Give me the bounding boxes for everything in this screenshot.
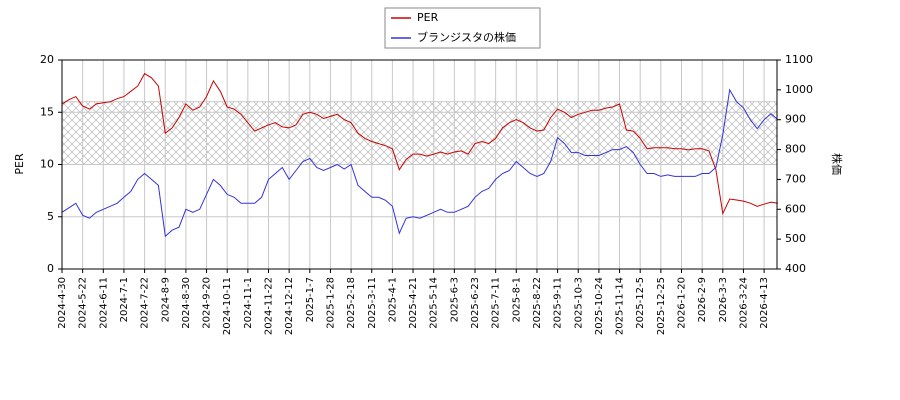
- y2-tick-label: 1000: [785, 83, 813, 96]
- x-tick-label: 2025-6-23: [470, 277, 481, 329]
- x-tick-label: 2025-3-11: [367, 277, 378, 329]
- x-tick-label: 2025-12-5: [635, 277, 646, 329]
- y2-tick-label: 500: [785, 232, 806, 245]
- x-tick-label: 2025-4-21: [408, 277, 419, 329]
- x-tick-label: 2024-6-11: [98, 277, 109, 329]
- legend-box: [384, 7, 541, 49]
- y2-tick-label: 700: [785, 172, 806, 185]
- y-tick-label: 15: [40, 105, 54, 118]
- y2-axis-label: 株価: [830, 153, 844, 175]
- x-tick-label: 2025-11-14: [615, 277, 626, 335]
- x-tick-label: 2025-1-7: [305, 277, 316, 322]
- x-tick-label: 2026-2-9: [697, 277, 708, 322]
- y2-tick-label: 600: [785, 202, 806, 215]
- x-tick-label: 2024-9-20: [202, 277, 213, 329]
- x-tick-label: 2025-2-18: [346, 277, 357, 329]
- x-tick-label: 2025-8-1: [511, 277, 522, 322]
- series-line: [61, 72, 778, 216]
- x-tick-label: 2024-8-30: [181, 277, 192, 329]
- x-tick-label: 2025-5-14: [429, 277, 440, 329]
- legend-label: PER: [417, 11, 439, 24]
- y2-tick-label: 900: [785, 113, 806, 126]
- x-tick-label: 2024-5-22: [78, 277, 89, 329]
- x-tick-label: 2024-4-30: [57, 277, 68, 329]
- x-tick-label: 2025-7-11: [491, 277, 502, 329]
- series-line: [61, 88, 779, 238]
- x-tick-label: 2025-9-11: [553, 277, 564, 329]
- y2-tick-label: 1100: [785, 53, 813, 66]
- shaded-range: [61, 101, 778, 165]
- x-tick-label: 2026-1-20: [677, 277, 688, 329]
- plot-frame: [61, 59, 778, 270]
- x-tick-label: 2025-8-22: [532, 277, 543, 329]
- x-tick-label: 2025-4-1: [387, 277, 398, 322]
- y-tick-label: 0: [47, 262, 54, 275]
- y-tick-label: 10: [40, 158, 54, 171]
- x-tick-label: 2025-1-28: [325, 277, 336, 329]
- y-tick-label: 5: [47, 210, 54, 223]
- x-tick-label: 2024-11-22: [264, 277, 275, 335]
- legend-label: ブランジスタの株価: [417, 30, 516, 44]
- x-tick-label: 2026-3-3: [718, 277, 729, 322]
- x-tick-label: 2024-12-12: [284, 277, 295, 335]
- x-tick-label: 2025-10-24: [594, 277, 605, 335]
- y2-tick-label: 800: [785, 143, 806, 156]
- x-tick-label: 2024-7-22: [140, 277, 151, 329]
- x-tick-label: 2024-7-1: [119, 277, 130, 322]
- y2-tick-label: 400: [785, 262, 806, 275]
- x-tick-label: 2026-3-24: [738, 277, 749, 329]
- y-axis-label: PER: [13, 153, 26, 175]
- x-tick-label: 2024-10-11: [222, 277, 233, 335]
- x-tick-label: 2025-12-25: [656, 277, 667, 335]
- x-tick-label: 2024-11-1: [243, 277, 254, 329]
- y-tick-label: 20: [40, 53, 54, 66]
- x-tick-label: 2024-8-9: [160, 277, 171, 322]
- x-tick-label: 2025-6-3: [449, 277, 460, 322]
- x-tick-label: 2026-4-13: [759, 277, 770, 329]
- x-tick-label: 2025-10-3: [573, 277, 584, 329]
